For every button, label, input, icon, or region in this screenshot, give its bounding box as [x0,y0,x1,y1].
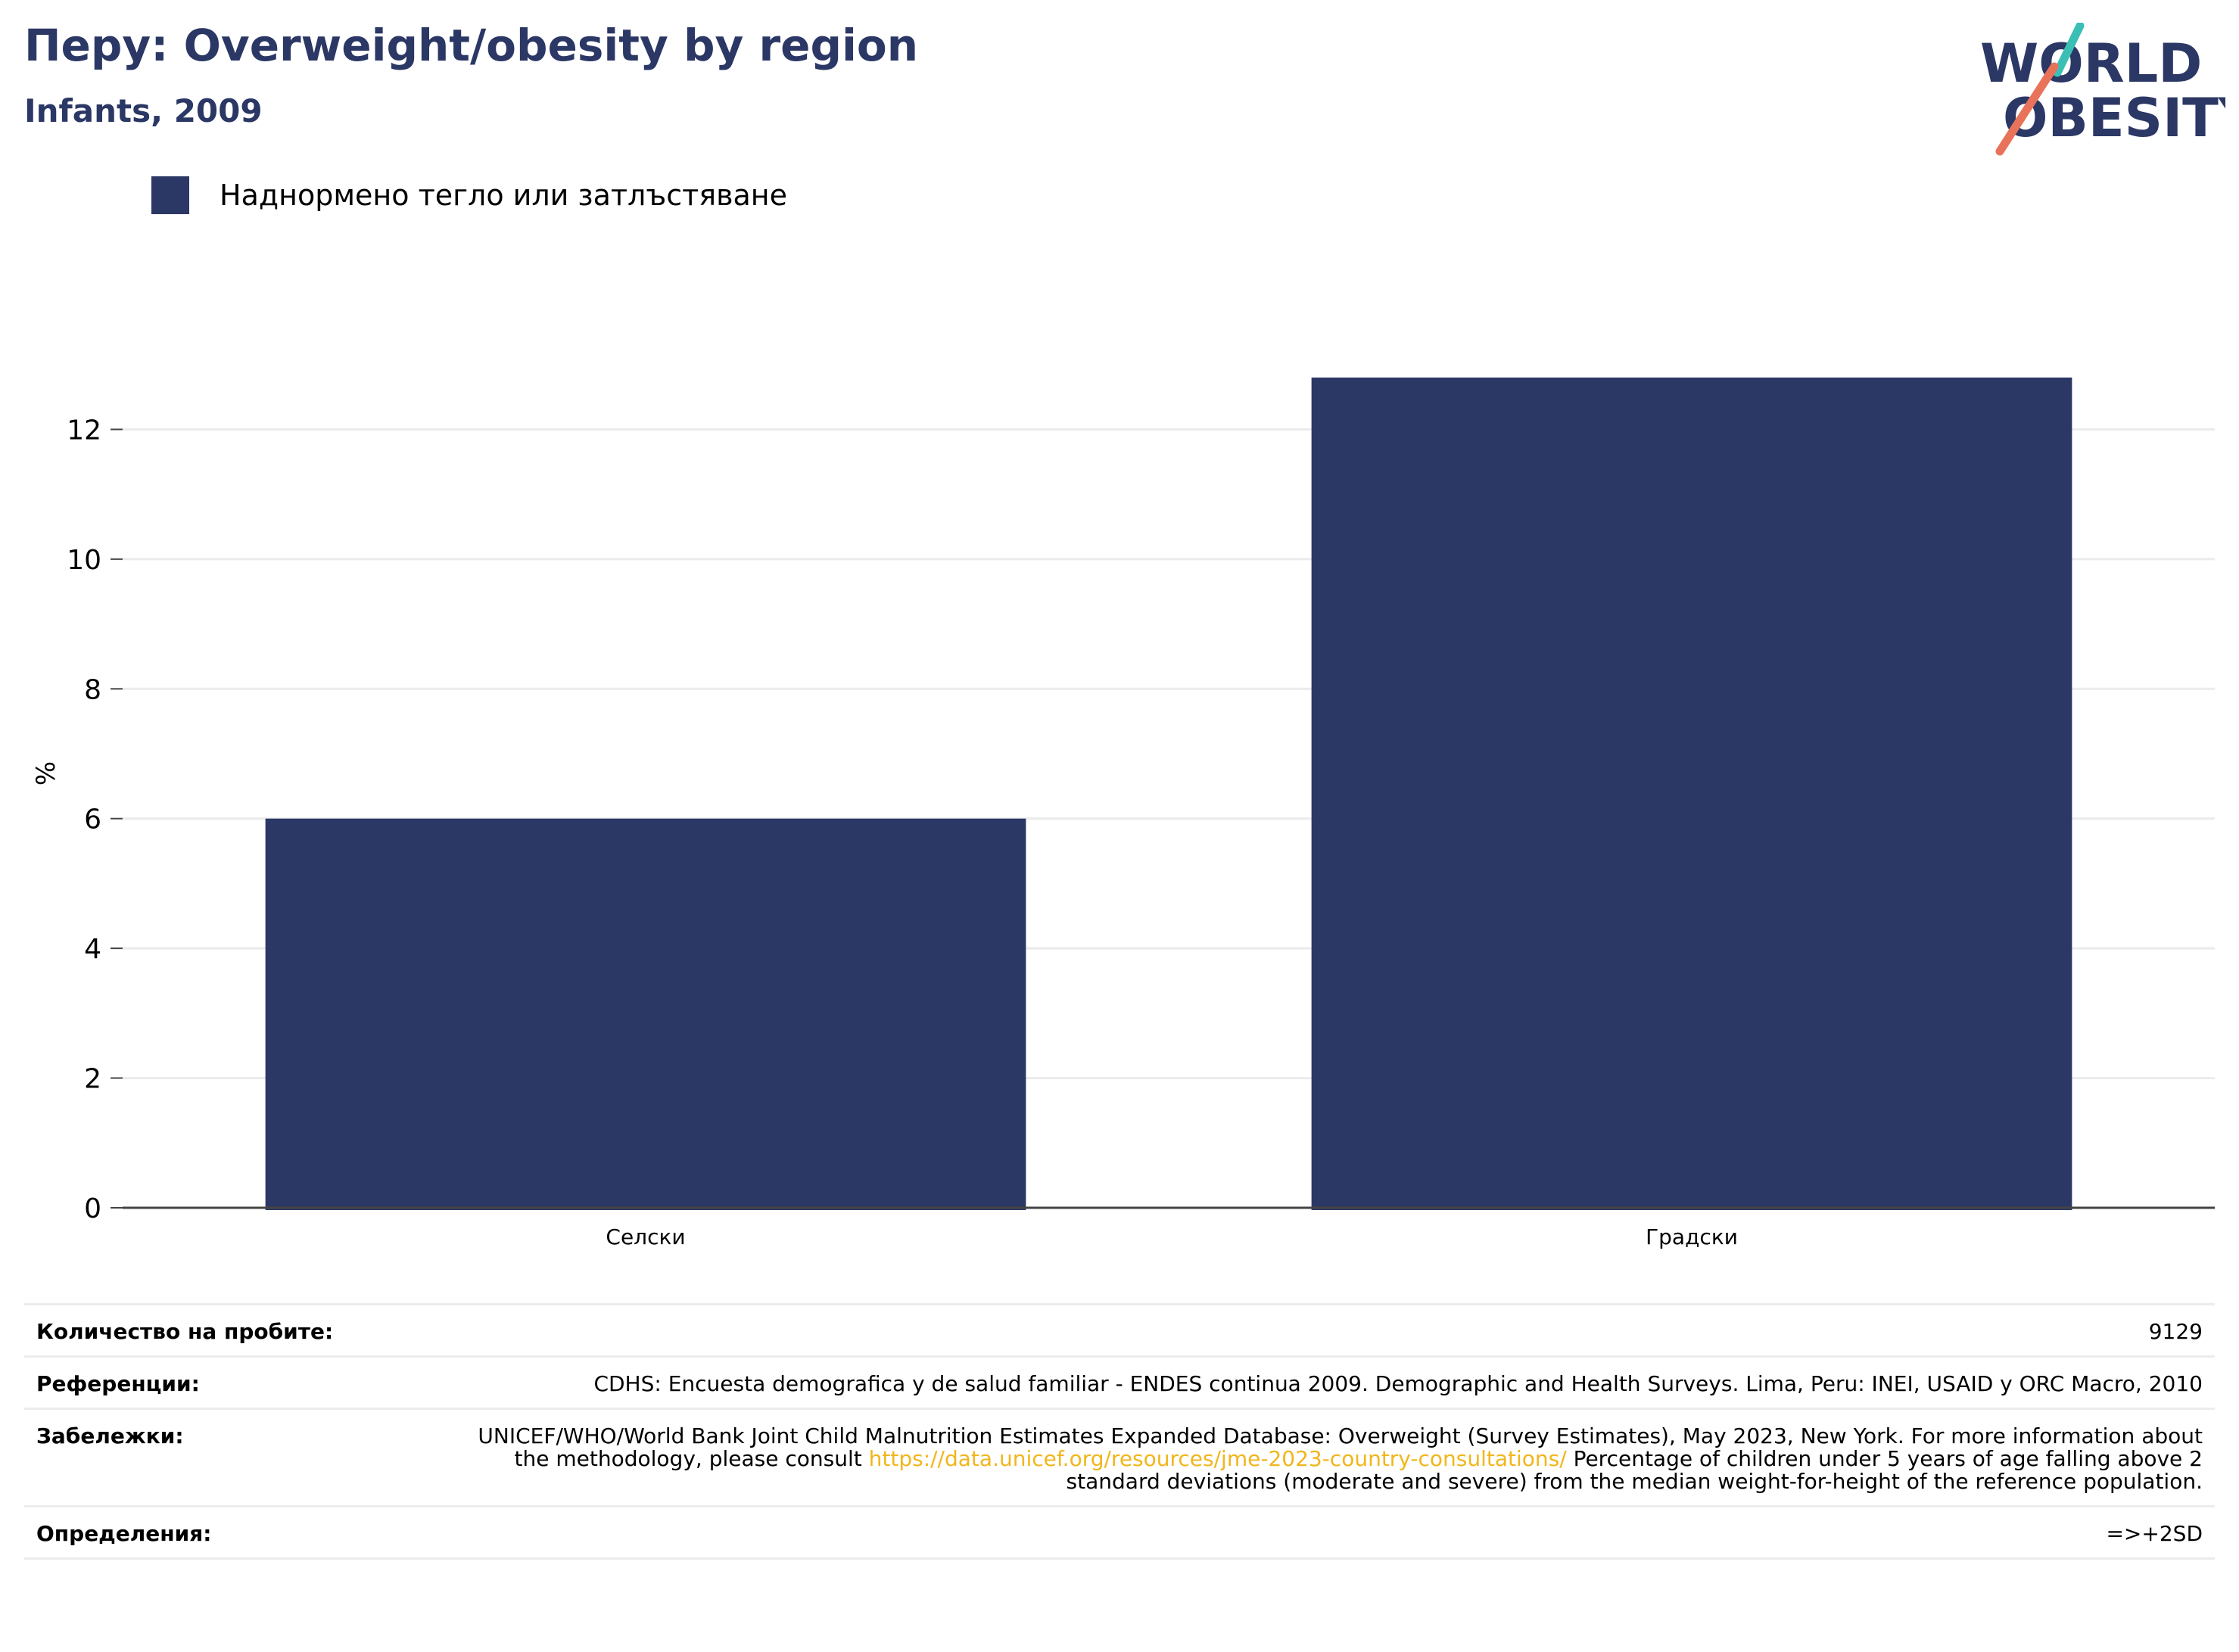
y-tick-label-12: 12 [67,415,101,446]
y-tick-label-8: 8 [84,674,101,705]
world-obesity-logo: WORLD OBESITY [1980,23,2225,156]
references-value: CDHS: Encuesta demografica y de salud fa… [593,1371,2203,1396]
sample-size-value: 9129 [2148,1319,2203,1344]
y-tick-label-4: 4 [84,934,101,965]
sample-size-label: Количество на пробите: [36,1319,334,1344]
notes-value: UNICEF/WHO/World Bank Joint Child Malnut… [442,1409,2215,1507]
y-tick-label-2: 2 [84,1064,101,1095]
x-tick-label-2: Градски [1646,1224,1738,1249]
y-axis-label: % [31,761,61,786]
chart-title: Перу: Overweight/obesity by region [24,20,918,71]
y-tick-label-10: 10 [67,545,101,576]
definitions-value: =>+2SD [2106,1521,2203,1546]
notes-label: Забележки: [36,1423,184,1448]
info-row-notes: Забележки: UNICEF/WHO/World Bank Joint C… [24,1408,2215,1507]
notes-text-before: UNICEF/WHO/World Bank Joint Child Malnut… [478,1423,2203,1471]
info-row-references: Референции: CDHS: Encuesta demografica y… [24,1356,2215,1409]
axes: 0 2 4 6 8 10 12 Селски Градски [67,415,2215,1249]
bar-1 [265,818,1026,1210]
chart-legend[interactable]: Наднормено тегло или затлъстяване [151,176,787,215]
info-row-definitions: Определения: =>+2SD [24,1506,2215,1559]
logo-coral-slash [1995,62,2059,156]
definitions-label: Определения: [36,1521,212,1546]
bars [265,377,2072,1210]
y-tick-label-0: 0 [84,1193,101,1224]
info-row-sample-size: Количество на пробите: 9129 [24,1304,2215,1357]
logo-teal-slash [2053,23,2085,77]
legend-label: Наднормено тегло или затлъстяване [220,179,787,212]
chart-subtitle: Infants, 2009 [24,92,263,129]
notes-text-after: Percentage of children under 5 years of … [1066,1446,2203,1494]
logo-line-world: WORLD [1980,33,2202,95]
legend-swatch [151,176,189,214]
methodology-link[interactable]: https://data.unicef.org/resources/jme-20… [868,1446,1567,1471]
bar-chart: 0 2 4 6 8 10 12 Селски Градски % [31,377,2215,1249]
y-tick-label-6: 6 [84,804,101,835]
info-table: Количество на пробите: 9129 Референции: … [24,1303,2215,1560]
logo-line-obesity: OBESITY [2003,87,2225,149]
references-label: Референции: [36,1371,200,1396]
x-tick-label-1: Селски [606,1224,685,1249]
bar-2 [1311,377,2072,1210]
